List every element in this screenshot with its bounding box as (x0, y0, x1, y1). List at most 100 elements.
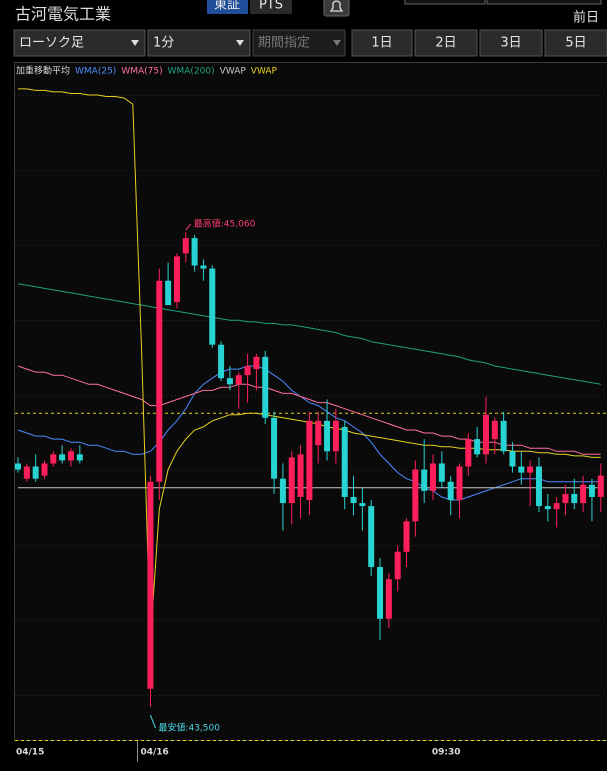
candle-body (23, 466, 30, 479)
candle-body (147, 481, 154, 689)
range-label[interactable]: 1日 (371, 36, 392, 51)
candle-body (359, 503, 366, 507)
x-tick-label: 04/15 (16, 748, 44, 758)
candle-body (553, 503, 560, 510)
annotation-label: 最高値:45,060 (194, 218, 256, 230)
annotation-label: 最安値:43,500 (158, 722, 220, 734)
candle-body (218, 344, 225, 379)
candle-body (580, 484, 587, 504)
indicator-line (17, 283, 601, 385)
legend-title: 加重移動平均 (16, 65, 70, 77)
candle-body (315, 420, 322, 446)
candle-body (156, 280, 163, 482)
candle-body (173, 256, 180, 303)
candle-body (482, 414, 489, 455)
alert-button[interactable] (323, 0, 350, 17)
candle-body (226, 378, 233, 385)
x-tick-label: 09:30 (432, 748, 461, 758)
x-tick-label: 04/16 (140, 748, 168, 758)
dropdown[interactable] (13, 29, 146, 57)
candle-body (67, 451, 74, 461)
range-button[interactable] (544, 29, 607, 57)
candle-body (588, 484, 595, 497)
exchange-tab[interactable] (250, 0, 292, 14)
candle-body (209, 268, 216, 345)
legend-entry: WMA(75) (121, 67, 162, 77)
candle-body (41, 463, 48, 476)
exchange-tab[interactable] (207, 0, 248, 14)
candle-body (438, 463, 445, 482)
candle-body (191, 238, 198, 266)
range-label[interactable]: 3日 (500, 36, 521, 51)
range-button[interactable] (351, 29, 413, 57)
candle-body (544, 506, 551, 510)
dropdown[interactable] (252, 29, 346, 57)
candle-body (403, 521, 410, 552)
range-label[interactable]: 5日 (565, 36, 586, 51)
candle-body (394, 551, 401, 580)
legend-entry: WMA(25) (75, 67, 116, 77)
candle-body (262, 356, 269, 418)
candle-body (288, 457, 295, 504)
exchange-label[interactable]: 東証 (214, 0, 240, 13)
candle-body (341, 426, 348, 497)
candle-body (465, 439, 472, 467)
candle-body (421, 469, 428, 491)
period[interactable]: 期間指定 (258, 36, 310, 51)
exchange-label[interactable]: PTS (259, 0, 283, 13)
dropdown-arrow (131, 40, 139, 46)
candle-body (182, 238, 189, 254)
candle-body (332, 420, 339, 452)
candle-body (456, 466, 463, 501)
candle-body (597, 475, 604, 497)
stock-name: 古河電気工業 (15, 5, 111, 24)
interval[interactable]: 1分 (153, 36, 174, 51)
candle-body (474, 439, 481, 455)
candle-body (76, 454, 83, 461)
legend-entry: VWAP (251, 67, 278, 77)
chart-type[interactable]: ローソク足 (19, 36, 84, 51)
candle-body (306, 420, 313, 501)
candle-body (571, 493, 578, 504)
annotation-arrow (185, 223, 192, 231)
candle-body (535, 466, 542, 507)
candle-body (200, 265, 207, 269)
candle-body (279, 478, 286, 504)
candle-body (59, 454, 66, 461)
candle-body (32, 466, 39, 479)
dropdown-arrow (333, 40, 341, 46)
candle-body (165, 280, 172, 306)
range-button[interactable] (479, 29, 543, 57)
candle-body (385, 579, 392, 619)
candle-body (491, 420, 498, 440)
plot-area (14, 62, 607, 741)
dropdown[interactable] (147, 29, 251, 57)
top-box[interactable] (404, 0, 486, 5)
candle-body (562, 493, 569, 504)
candle-body (350, 496, 357, 504)
candle-body (412, 469, 419, 522)
candle-body (518, 466, 525, 473)
candle-body (509, 451, 516, 467)
top-box[interactable] (486, 0, 602, 5)
candle-body (15, 463, 21, 470)
dropdown-arrow (236, 40, 244, 46)
candle-body (253, 356, 260, 370)
candle-body (244, 366, 251, 376)
candle-body (430, 463, 437, 491)
candle-body (500, 420, 507, 452)
candle-body (447, 481, 454, 501)
range-label[interactable]: 2日 (435, 36, 456, 51)
candle-body (368, 506, 375, 568)
candle-body (235, 375, 242, 385)
candle-body (527, 466, 534, 473)
indicator-line (17, 365, 601, 501)
prev-label: 前日 (573, 10, 599, 26)
range-button[interactable] (414, 29, 478, 57)
candle-body (377, 567, 384, 619)
annotation-arrow (149, 714, 156, 729)
bell-icon (329, 0, 344, 12)
candle-body (271, 417, 278, 479)
candle-body (324, 420, 331, 452)
